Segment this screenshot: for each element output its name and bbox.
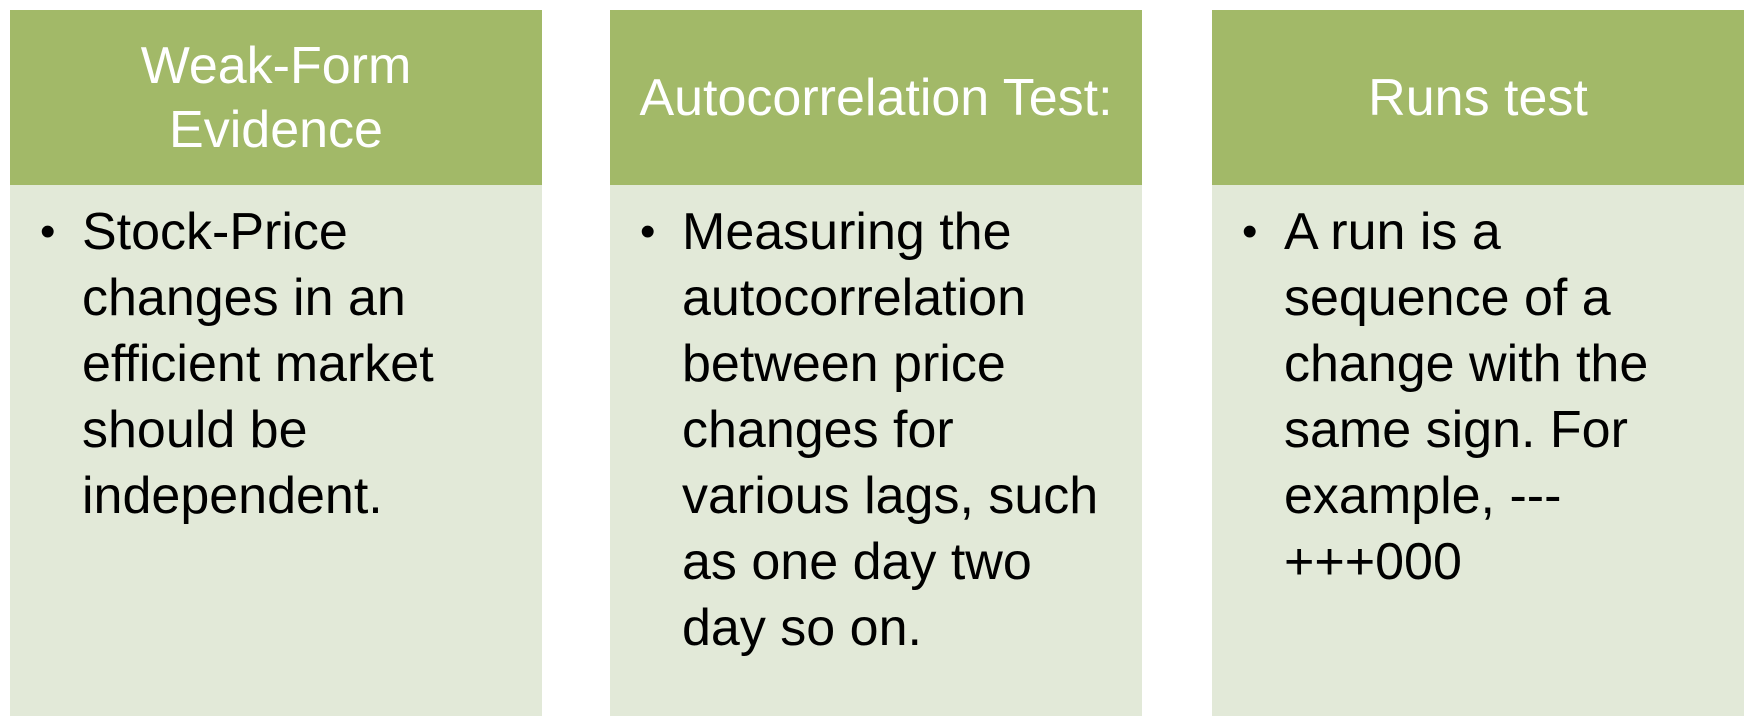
bullet-item: • Stock-Price changes in an efficient ma…: [38, 199, 518, 529]
bullet-list: • Stock-Price changes in an efficient ma…: [38, 199, 518, 529]
panel-weak-form-evidence: Weak-Form Evidence • Stock-Price changes…: [10, 10, 542, 716]
bullet-dot-icon: •: [640, 207, 656, 256]
panel-header: Weak-Form Evidence: [10, 10, 542, 185]
bullet-text: Stock-Price changes in an efficient mark…: [82, 203, 434, 525]
panel-header: Runs test: [1212, 10, 1744, 185]
panel-title: Weak-Form Evidence: [140, 36, 412, 159]
bullet-dot-icon: •: [40, 207, 56, 256]
panel-body: • Measuring the autocorrelation between …: [610, 185, 1142, 716]
panel-title: Autocorrelation Test:: [639, 68, 1113, 127]
panel-autocorrelation-test: Autocorrelation Test: • Measuring the au…: [610, 10, 1142, 716]
panel-body: • A run is a sequence of a change with t…: [1212, 185, 1744, 716]
panel-header: Autocorrelation Test:: [610, 10, 1142, 185]
panel-body: • Stock-Price changes in an efficient ma…: [10, 185, 542, 716]
panel-runs-test: Runs test • A run is a sequence of a cha…: [1212, 10, 1744, 716]
bullet-text: Measuring the autocorrelation between pr…: [682, 203, 1099, 657]
bullet-list: • Measuring the autocorrelation between …: [638, 199, 1118, 661]
bullet-list: • A run is a sequence of a change with t…: [1240, 199, 1720, 595]
bullet-text: A run is a sequence of a change with the…: [1284, 203, 1649, 591]
bullet-dot-icon: •: [1242, 207, 1258, 256]
panel-title: Runs test: [1368, 68, 1588, 127]
bullet-item: • A run is a sequence of a change with t…: [1240, 199, 1720, 595]
bullet-item: • Measuring the autocorrelation between …: [638, 199, 1118, 661]
